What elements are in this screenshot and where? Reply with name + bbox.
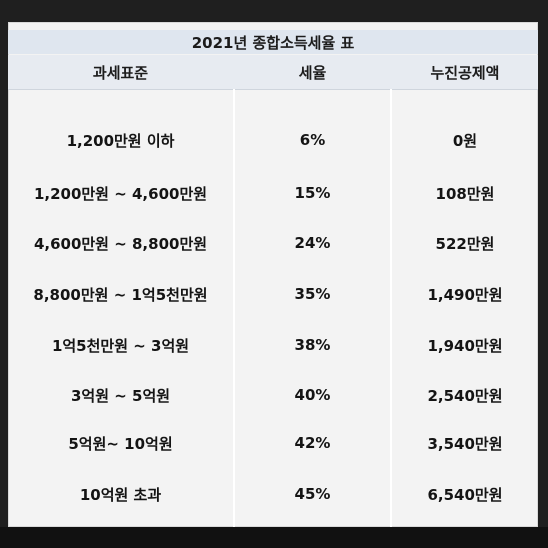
column-divider [233,89,235,527]
cell-tax-rate: 38% [294,336,331,354]
cell-tax-base: 1억5천만원 ~ 3억원 [51,336,190,355]
cell-tax-base: 1,200만원 ~ 4,600만원 [33,184,208,203]
table-row: 4,600만원 ~ 8,800만원 24% 522만원 [8,228,538,258]
table-row: 8,800만원 ~ 1억5천만원 35% 1,490만원 [8,279,538,309]
cell-deduction: 108만원 [435,184,495,203]
cell-tax-base: 3억원 ~ 5억원 [70,386,171,405]
column-divider [390,89,392,527]
cell-deduction: 0원 [452,131,478,150]
cell-tax-rate: 42% [294,434,331,452]
table-row: 1,200만원 이하 6% 0원 [8,125,538,155]
header-tax-base: 과세표준 [92,63,149,82]
table-body: 1,200만원 이하 6% 0원 1,200만원 ~ 4,600만원 15% 1… [8,22,538,527]
table-row: 1,200만원 ~ 4,600만원 15% 108만원 [8,178,538,208]
tax-rate-table: 2021년 종합소득세율 표 과세표준 세율 누진공제액 1,200만원 이하 … [8,22,538,527]
cell-tax-rate: 15% [294,184,331,202]
cell-tax-base: 10억원 초과 [79,485,162,504]
bottom-edge [0,527,548,548]
table-title: 2021년 종합소득세율 표 [8,30,538,54]
cell-tax-rate: 45% [294,485,331,503]
cell-tax-base: 4,600만원 ~ 8,800만원 [33,234,208,253]
header-tax-rate: 세율 [298,63,327,82]
cell-tax-base: 5억원~ 10억원 [68,434,173,453]
cell-tax-rate: 24% [294,234,331,252]
cell-deduction: 1,940만원 [427,336,503,355]
cell-tax-base: 1,200만원 이하 [66,131,175,150]
table-header: 과세표준 세율 누진공제액 [8,55,538,90]
cell-deduction: 522만원 [435,234,495,253]
cell-tax-rate: 6% [299,131,326,149]
table-row: 3억원 ~ 5억원 40% 2,540만원 [8,380,538,410]
cell-tax-rate: 40% [294,386,331,404]
table-row: 1억5천만원 ~ 3억원 38% 1,940만원 [8,330,538,360]
cell-deduction: 2,540만원 [427,386,503,405]
cell-tax-rate: 35% [294,285,331,303]
table-row: 5억원~ 10억원 42% 3,540만원 [8,428,538,458]
table-row: 10억원 초과 45% 6,540만원 [8,479,538,509]
cell-tax-base: 8,800만원 ~ 1억5천만원 [33,285,208,304]
cell-deduction: 6,540만원 [427,485,503,504]
header-progressive-deduction: 누진공제액 [430,63,500,82]
cell-deduction: 3,540만원 [427,434,503,453]
cell-deduction: 1,490만원 [427,285,503,304]
